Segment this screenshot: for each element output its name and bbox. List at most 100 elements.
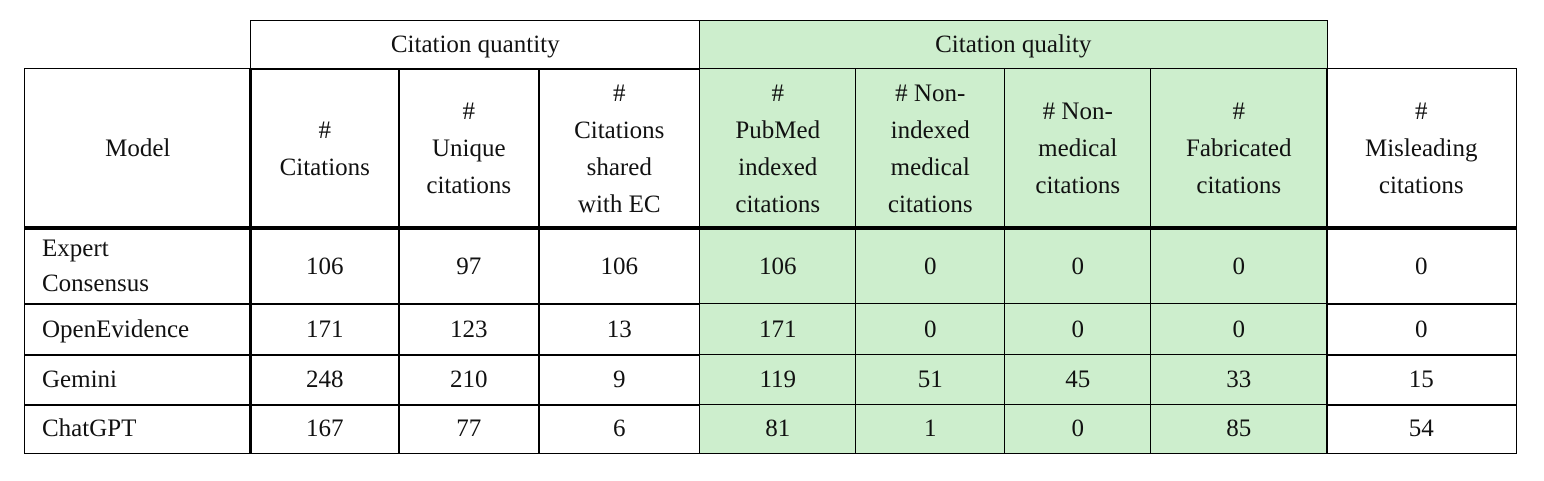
header-line: citations	[1035, 172, 1121, 200]
header-line: citations	[735, 190, 821, 218]
value-cell: 0	[1326, 303, 1517, 356]
cell-value: 248	[306, 366, 344, 394]
cell-value: 106	[759, 252, 797, 280]
model-name: OpenEvidence	[42, 315, 190, 343]
cell-value: 54	[1408, 415, 1434, 443]
header-line: # Non-	[895, 79, 966, 107]
cell-value: 171	[759, 315, 797, 343]
value-cell: 51	[855, 354, 1006, 406]
cell-value: 85	[1226, 415, 1252, 443]
value-cell: 0	[855, 303, 1006, 356]
model-cell: Expert Consensus	[24, 228, 252, 305]
header-line: shared	[586, 153, 652, 181]
value-cell: 0	[1150, 303, 1328, 356]
column-header: # Citations	[250, 68, 400, 230]
header-lines: # Non-indexed medical citations	[888, 75, 973, 223]
header-lines: # Misleading citations	[1365, 93, 1478, 204]
value-cell: 0	[855, 228, 1006, 305]
cell-value: 97	[456, 252, 482, 280]
cell-value: 0	[1232, 315, 1246, 343]
cell-value: 13	[606, 315, 632, 343]
cell-value: 0	[924, 315, 937, 343]
cell-value: 15	[1408, 366, 1434, 394]
header-line: medical	[1038, 135, 1118, 163]
header-line: Fabricated	[1185, 135, 1292, 163]
header-line: #	[462, 98, 476, 126]
cell-value: 106	[600, 252, 639, 280]
cell-value: 0	[1071, 252, 1085, 280]
column-header: Model	[24, 68, 252, 230]
cell-value: 119	[759, 366, 797, 394]
value-cell: 171	[250, 303, 400, 356]
header-line: PubMed	[735, 116, 821, 144]
group-header: Citation quality	[699, 20, 1328, 70]
column-header: # Citations shared with EC	[538, 68, 701, 230]
header-line: citations	[1196, 172, 1282, 200]
cell-value: 0	[1232, 252, 1246, 280]
cell-value: 0	[1415, 315, 1428, 343]
value-cell: 0	[1150, 228, 1328, 305]
header-line: medical	[890, 153, 970, 181]
value-cell: 123	[398, 303, 540, 356]
cell-value: 33	[1226, 366, 1252, 394]
header-lines: # Citations shared with EC	[574, 75, 664, 223]
cell-value: 6	[613, 415, 626, 443]
value-cell: 1	[855, 404, 1006, 454]
value-cell: 0	[1004, 228, 1152, 305]
value-cell: 0	[1004, 303, 1152, 356]
header-line: Unique	[431, 135, 506, 163]
cell-value: 123	[450, 315, 488, 343]
value-cell: 6	[538, 404, 701, 454]
value-cell: 54	[1326, 404, 1517, 454]
value-cell: 171	[699, 303, 857, 356]
column-header: # Non-indexed medical citations	[855, 68, 1006, 230]
value-cell: 106	[538, 228, 701, 305]
header-lines: # PubMed indexed citations	[735, 75, 820, 223]
header-line: citations	[887, 190, 973, 218]
header-line: citations	[426, 172, 512, 200]
header-line: #	[1232, 98, 1245, 126]
value-cell: 0	[1004, 404, 1152, 454]
header-line: #	[318, 116, 331, 144]
value-cell: 9	[538, 354, 701, 406]
group-label: Citation quantity	[390, 31, 560, 59]
cell-value: 106	[306, 252, 344, 280]
value-cell: 15	[1326, 354, 1517, 406]
value-cell: 13	[538, 303, 701, 356]
cell-value: 0	[1415, 252, 1428, 280]
cell-value: 77	[456, 415, 482, 443]
value-cell: 210	[398, 354, 540, 406]
header-line: Citations	[574, 116, 665, 144]
column-header: # PubMed indexed citations	[699, 68, 857, 230]
header-line: #	[1415, 98, 1428, 126]
value-cell: 85	[1150, 404, 1328, 454]
value-cell: 0	[1326, 228, 1517, 305]
header-line: indexed	[890, 116, 970, 144]
model-cell: OpenEvidence	[24, 303, 252, 356]
value-cell: 106	[250, 228, 400, 305]
header-line: with EC	[577, 190, 661, 218]
cell-value: 0	[1071, 415, 1085, 443]
model-rule	[248, 68, 252, 453]
column-header: # Unique citations	[398, 68, 540, 230]
value-cell: 119	[699, 354, 857, 406]
cell-value: 81	[765, 415, 791, 443]
value-cell: 167	[250, 404, 400, 454]
header-line: Citations	[279, 153, 370, 181]
value-cell: 248	[250, 354, 400, 406]
column-header: # Misleading citations	[1326, 68, 1517, 230]
cell-value: 1	[924, 415, 937, 443]
cell-value: 9	[613, 366, 626, 394]
value-cell: 106	[699, 228, 857, 305]
group-label: Citation quality	[935, 31, 1092, 59]
header-rule	[24, 226, 1516, 230]
header-lines: # Non-medical citations	[1035, 93, 1120, 204]
header-lines: # Fabricated citations	[1186, 93, 1292, 204]
column-header: # Fabricated citations	[1150, 68, 1328, 230]
header-line: citations	[1378, 172, 1464, 200]
value-cell: 81	[699, 404, 857, 454]
cell-value: 0	[924, 252, 937, 280]
cell-value: 0	[1071, 315, 1085, 343]
cell-value: 45	[1065, 366, 1091, 394]
